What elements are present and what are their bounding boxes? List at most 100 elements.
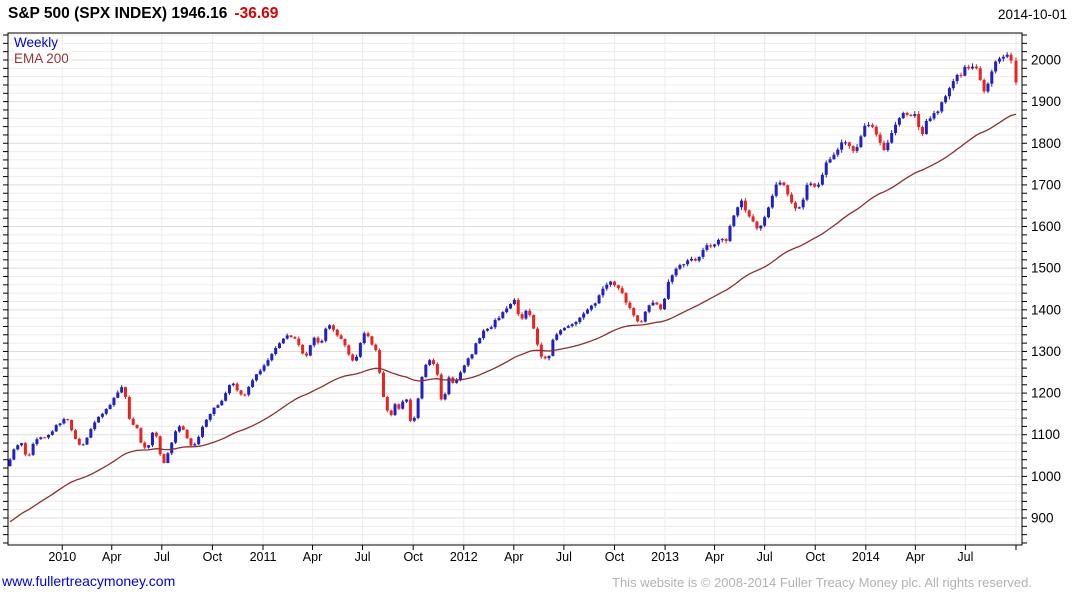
- candle: [416, 397, 420, 420]
- candle: [639, 319, 643, 323]
- candle: [628, 300, 632, 310]
- candle: [655, 301, 659, 306]
- price-change: -36.69: [234, 5, 279, 22]
- candle: [35, 437, 39, 446]
- candle: [347, 344, 351, 357]
- candle: [70, 419, 74, 432]
- candle: [297, 336, 301, 347]
- candle: [920, 125, 924, 136]
- candle: [62, 417, 66, 425]
- candle: [224, 391, 228, 402]
- candle: [917, 111, 921, 131]
- candle: [593, 302, 597, 308]
- candle: [566, 324, 570, 329]
- candle: [824, 160, 828, 178]
- candle: [828, 156, 832, 164]
- tick-labels: 2010 Apr Jul Oct 2011 Apr Jul Oct 2012 Apr Jul Oct 2…: [48, 53, 1061, 565]
- candle: [1005, 52, 1009, 59]
- candle: [385, 395, 389, 413]
- candle: [124, 386, 128, 399]
- candle: [31, 442, 35, 457]
- candle: [143, 441, 147, 450]
- candle: [127, 395, 131, 420]
- candle: [678, 263, 682, 270]
- candle: [786, 184, 790, 197]
- candle: [47, 434, 51, 440]
- candle: [27, 453, 31, 457]
- candle: [601, 286, 605, 298]
- candle: [278, 342, 282, 349]
- candle: [220, 399, 224, 406]
- candle: [439, 372, 443, 401]
- candle: [982, 78, 986, 94]
- candle: [813, 183, 817, 188]
- candle: [197, 435, 201, 445]
- candle: [358, 342, 362, 358]
- candle: [1014, 57, 1018, 86]
- candle: [339, 333, 343, 340]
- x-tick-label: 2012: [450, 550, 478, 564]
- x-tick-label: Apr: [303, 550, 322, 564]
- y-tick-label: 1300: [1031, 344, 1061, 359]
- candle: [666, 279, 670, 300]
- candle: [231, 382, 235, 387]
- y-tick-label: 1500: [1031, 261, 1061, 276]
- candle: [724, 238, 728, 244]
- candle: [670, 274, 674, 285]
- candle: [994, 60, 998, 74]
- candle: [58, 422, 62, 427]
- candle: [50, 430, 54, 436]
- candle: [759, 225, 763, 231]
- candle: [116, 390, 120, 399]
- candle: [435, 362, 439, 377]
- y-tick-label: 1200: [1031, 386, 1061, 401]
- candle: [697, 256, 701, 263]
- candle: [874, 125, 878, 137]
- candle: [932, 110, 936, 121]
- candle: [990, 69, 994, 87]
- candle: [559, 328, 563, 336]
- candle: [570, 323, 574, 328]
- candle: [54, 424, 58, 433]
- candle: [331, 324, 335, 332]
- y-tick-label: 1700: [1031, 177, 1061, 192]
- candle: [170, 442, 174, 456]
- candle: [959, 72, 963, 78]
- candle: [770, 194, 774, 209]
- candle: [208, 413, 212, 422]
- candle: [147, 444, 151, 449]
- candle: [890, 130, 894, 144]
- candle: [204, 418, 208, 428]
- candle: [963, 64, 967, 77]
- candle: [616, 284, 620, 291]
- candle: [555, 332, 559, 341]
- candle: [304, 351, 308, 358]
- candle: [528, 308, 532, 317]
- candle: [262, 363, 266, 373]
- candle: [659, 303, 663, 311]
- candle: [482, 329, 486, 340]
- candle: [158, 435, 162, 456]
- candle: [293, 336, 297, 340]
- candle: [736, 206, 740, 218]
- fullertreacymoney-link[interactable]: www.fullertreacymoney.com: [2, 573, 176, 589]
- candle: [978, 66, 982, 81]
- ema-line: [9, 113, 1017, 523]
- candle: [39, 436, 43, 440]
- candle: [285, 333, 289, 340]
- candle: [166, 451, 170, 464]
- candle: [497, 316, 501, 322]
- candle: [73, 428, 77, 440]
- candle: [728, 224, 732, 243]
- candle: [705, 243, 709, 252]
- candle: [913, 111, 917, 118]
- candle: [100, 412, 104, 419]
- candle: [43, 436, 47, 439]
- candle: [266, 358, 270, 367]
- candle: [562, 327, 566, 331]
- candle: [620, 285, 624, 295]
- candle: [847, 141, 851, 149]
- candle: [986, 82, 990, 94]
- candle: [817, 182, 821, 189]
